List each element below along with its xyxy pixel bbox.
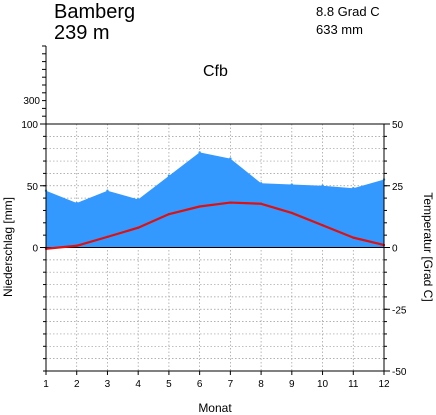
x-tick-label: 4 (135, 379, 141, 390)
left-tick-label: 100 (21, 120, 38, 131)
precipitation-area (46, 152, 384, 248)
x-tick-label: 9 (289, 379, 295, 390)
right-tick-label: -25 (392, 305, 407, 316)
upper-axis-ticks: 300 (23, 45, 46, 117)
temperature-point (198, 205, 201, 208)
precipitation-point (259, 182, 263, 185)
precipitation-point (136, 198, 140, 201)
precipitation-point (75, 201, 78, 205)
precipitation-point (229, 157, 232, 160)
right-tick-label: 25 (392, 182, 404, 193)
right-axis-title: Temperatur [Grad C] (421, 192, 435, 301)
plot-frame (45, 123, 385, 372)
x-tick-label: 10 (317, 379, 329, 390)
right-tick-label: 50 (392, 120, 404, 131)
temperature-point (352, 236, 355, 239)
temperature-point (321, 224, 324, 227)
precipitation-point (290, 183, 294, 186)
x-tick-label: 1 (43, 379, 49, 390)
left-axis-ticks: 100 50 0 (21, 120, 46, 372)
x-tick-label: 8 (258, 379, 264, 390)
temperature-line (45, 201, 385, 250)
precipitation-point (321, 184, 324, 187)
station-name: Bamberg (54, 1, 135, 23)
right-tick-label: 0 (392, 244, 398, 255)
left-axis-title: Niederschlag [mm] (1, 197, 15, 297)
precipitation-point (167, 174, 171, 178)
x-tick-label: 5 (166, 379, 172, 390)
left-tick-label: 0 (32, 244, 38, 255)
x-tick-label: 2 (74, 379, 80, 390)
x-axis-ticks: 1 2 3 4 5 6 7 8 9 10 11 12 (43, 371, 390, 390)
right-tick-label: -50 (392, 367, 407, 378)
right-axis-ticks: 50 25 0 -25 -50 (384, 120, 407, 378)
x-tick-label: 6 (197, 379, 203, 390)
temperature-point (106, 235, 109, 238)
temperature-point (167, 213, 171, 216)
precipitation-point (198, 151, 201, 154)
x-tick-label: 3 (105, 379, 111, 390)
x-axis-title: Monat (198, 401, 232, 415)
left-tick-label: 50 (27, 182, 39, 193)
temperature-point (137, 226, 140, 229)
x-tick-label: 7 (228, 379, 234, 390)
precipitation-point (352, 187, 355, 190)
precipitation-point (106, 189, 109, 192)
temperature-point (75, 244, 78, 247)
upper-tick-label: 300 (23, 96, 40, 107)
climate-class: Cfb (203, 63, 228, 80)
x-tick-label: 11 (348, 379, 359, 390)
temperature-point (229, 201, 232, 204)
x-tick-label: 12 (378, 379, 390, 390)
annual-precipitation: 633 mm (316, 22, 363, 37)
temperature-point (290, 211, 293, 215)
mean-temperature: 8.8 Grad C (316, 4, 380, 19)
station-elevation: 239 m (54, 22, 110, 44)
temperature-point (259, 202, 263, 205)
